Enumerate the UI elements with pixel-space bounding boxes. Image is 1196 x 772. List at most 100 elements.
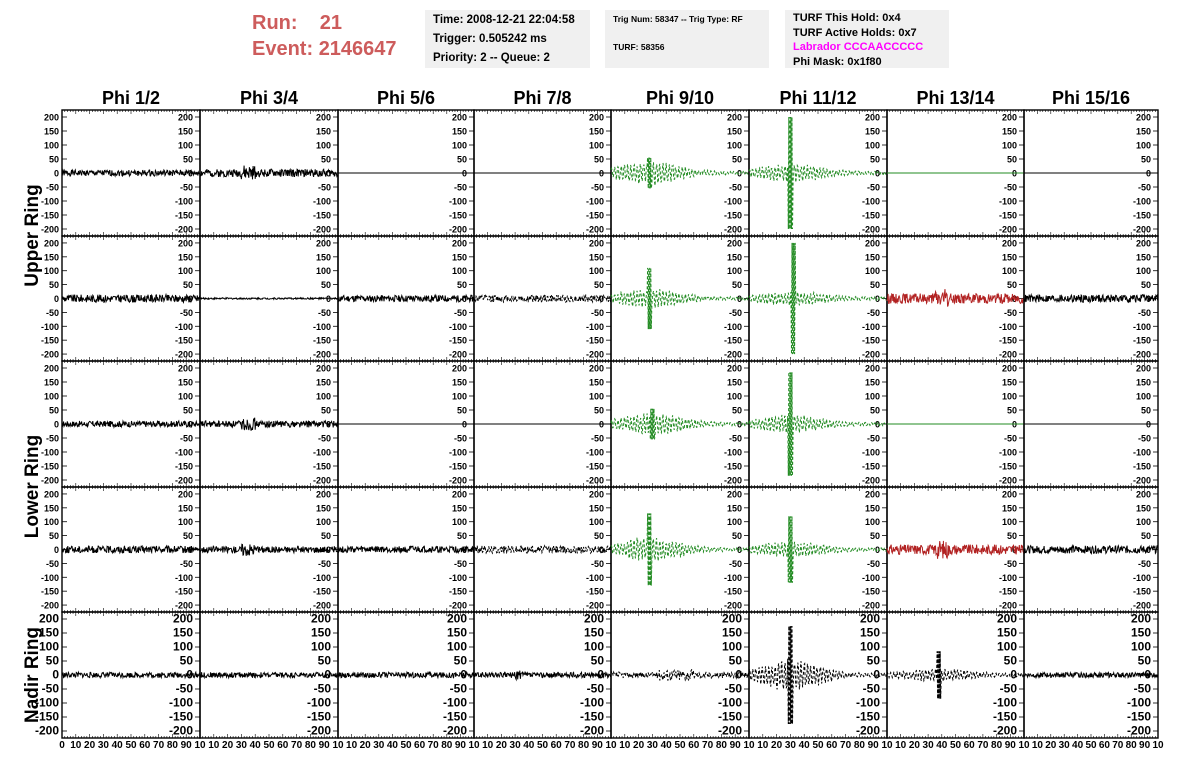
y-tick-label: -200 (862, 476, 880, 486)
y-tick-label: 50 (1004, 654, 1018, 668)
y-tick-label: -150 (313, 587, 331, 597)
y-tick-label: -200 (999, 476, 1017, 486)
y-tick-label: -150 (449, 462, 467, 472)
y-tick-label: 50 (1007, 531, 1017, 541)
y-tick-label: -150 (724, 462, 742, 472)
waveform-trace (473, 544, 612, 555)
y-tick-label: -50 (863, 682, 881, 696)
y-tick-label: -150 (41, 211, 59, 221)
y-tick-label: -150 (999, 336, 1017, 346)
y-tick-label: -200 (175, 350, 193, 360)
y-tick-label: -50 (591, 183, 604, 193)
y-tick-label: 0 (875, 169, 880, 179)
y-tick-label: 100 (173, 640, 193, 654)
y-tick-label: -50 (42, 682, 60, 696)
y-tick-label: -100 (41, 322, 59, 332)
turf-this-hold-text: TURF This Hold: 0x4 (793, 12, 901, 24)
y-tick-label: -100 (1133, 197, 1151, 207)
y-tick-label: 100 (316, 392, 331, 402)
waveform-trace (1023, 543, 1159, 556)
y-tick-label: -50 (1134, 682, 1152, 696)
y-tick-label: 200 (178, 113, 193, 123)
waveform-trace (199, 543, 339, 556)
y-tick-label: -50 (318, 434, 331, 444)
y-tick-label: -200 (169, 724, 193, 738)
y-tick-label: -150 (724, 587, 742, 597)
y-tick-label: 0 (52, 668, 59, 682)
y-tick-label: 150 (44, 252, 59, 262)
y-tick-label: -200 (313, 476, 331, 486)
run-label: Run: (252, 12, 298, 34)
y-tick-label: 50 (732, 531, 742, 541)
y-tick-label: -200 (449, 476, 467, 486)
y-tick-label: 100 (452, 141, 467, 151)
y-tick-label: 100 (311, 640, 331, 654)
y-tick-label: 200 (727, 113, 742, 123)
y-tick-label: -50 (729, 559, 742, 569)
y-tick-label: -50 (180, 308, 193, 318)
y-tick-label: 200 (727, 238, 742, 248)
y-tick-label: -100 (724, 322, 742, 332)
y-tick-label: 50 (457, 406, 467, 416)
y-tick-label: -50 (1004, 559, 1017, 569)
y-tick-label: -50 (46, 308, 59, 318)
event-value: 2146647 (318, 38, 397, 60)
y-tick-label: -50 (318, 308, 331, 318)
y-tick-label: 100 (178, 517, 193, 527)
y-tick-label: -150 (724, 211, 742, 221)
y-tick-label: -200 (1133, 601, 1151, 611)
y-tick-label: -200 (1127, 724, 1151, 738)
waveform-trace (473, 670, 612, 682)
y-tick-label: -200 (586, 476, 604, 486)
y-tick-label: -150 (313, 336, 331, 346)
y-tick-label: -200 (449, 350, 467, 360)
y-tick-label: 150 (589, 127, 604, 137)
y-tick-label: 100 (1136, 517, 1151, 527)
y-tick-label: 0 (875, 420, 880, 430)
waveform-trace (748, 372, 888, 476)
waveform-trace (61, 419, 201, 430)
y-tick-label: -150 (175, 336, 193, 346)
y-tick-label: 50 (1007, 280, 1017, 290)
y-tick-label: -200 (724, 601, 742, 611)
y-tick-label: 50 (318, 654, 332, 668)
y-tick-label: 50 (1141, 280, 1151, 290)
y-tick-label: -200 (724, 350, 742, 360)
waveform-trace (610, 668, 750, 682)
y-tick-label: 100 (1136, 141, 1151, 151)
y-tick-label: -100 (862, 197, 880, 207)
y-tick-label: -200 (862, 601, 880, 611)
y-tick-label: -150 (313, 462, 331, 472)
y-tick-label: 100 (865, 392, 880, 402)
y-tick-label: -200 (1133, 225, 1151, 235)
y-tick-label: 0 (599, 294, 604, 304)
y-tick-label: 0 (54, 545, 59, 555)
y-tick-label: 0 (188, 420, 193, 430)
y-tick-label: 50 (870, 531, 880, 541)
y-tick-label: 200 (1136, 113, 1151, 123)
y-tick-label: 200 (1002, 489, 1017, 499)
y-tick-label: -200 (35, 724, 59, 738)
y-tick-label: 0 (54, 294, 59, 304)
y-tick-label: -150 (1133, 211, 1151, 221)
waveform-trace (199, 417, 339, 431)
y-tick-label: -150 (41, 587, 59, 597)
y-tick-label: -100 (724, 448, 742, 458)
column-header: Phi 3/4 (240, 88, 298, 108)
event-label: Event: (252, 38, 314, 60)
y-tick-label: 200 (865, 113, 880, 123)
y-tick-label: 200 (865, 489, 880, 499)
column-header: Phi 13/14 (916, 88, 994, 108)
y-tick-label: 50 (594, 155, 604, 165)
y-tick-label: 50 (457, 280, 467, 290)
y-tick-label: 50 (591, 654, 605, 668)
y-tick-label: -150 (1127, 710, 1151, 724)
y-tick-label: 150 (316, 378, 331, 388)
y-tick-label: -50 (867, 559, 880, 569)
y-tick-label: 50 (321, 406, 331, 416)
y-tick-label: -200 (449, 601, 467, 611)
y-tick-label: 200 (727, 364, 742, 374)
y-tick-label: -50 (176, 682, 194, 696)
y-tick-label: 150 (722, 626, 742, 640)
y-tick-label: -50 (729, 434, 742, 444)
